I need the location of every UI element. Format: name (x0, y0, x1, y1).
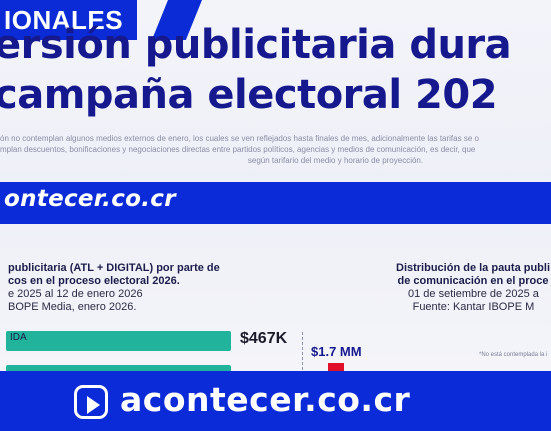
disclaimer-line-3: según tarifario del medio y horario de p… (247, 156, 424, 165)
left-panel-title-line-2: cos en el proceso electoral 2026. (8, 275, 180, 287)
left-panel-sub-line-1: e 2025 al 12 de enero 2026 (8, 288, 143, 300)
left-panel-title: publicitaria (ATL + DIGITAL) por parte d… (8, 262, 220, 288)
brand-band-text: ontecer.co.cr (4, 186, 176, 212)
left-panel-title-line-1: publicitaria (ATL + DIGITAL) por parte d… (8, 262, 220, 274)
right-panel-title-line-2: de comunicación en el proce (397, 275, 549, 287)
right-panel-title: Distribución de la pauta publi de comuni… (396, 262, 550, 288)
right-panel-sub-line-2: Fuente: Kantar IBOPE M (412, 301, 535, 313)
panel-divider (302, 332, 303, 370)
brand-band: ontecer.co.cr (0, 182, 551, 224)
right-panel-subtitle: 01 de setiembre de 2025 a Fuente: Kantar… (408, 288, 539, 314)
red-bar-mark (328, 363, 344, 371)
play-logo-icon (74, 385, 108, 419)
lower-third-text: acontecer.co.cr (120, 380, 411, 419)
headline-line-1: ersión publicitaria dura (0, 22, 512, 68)
right-panel-title-line-1: Distribución de la pauta publi (396, 262, 551, 274)
disclaimer-line-1: ón no contemplan algunos medios externos… (0, 134, 479, 143)
section-tag: IONALES (0, 0, 138, 40)
left-panel-subtitle: e 2025 al 12 de enero 2026 BOPE Media, e… (8, 288, 143, 314)
disclaimer-line-2: mplan descuentos, bonificaciones y negoc… (0, 145, 476, 154)
bar-label: IDA (10, 332, 27, 343)
play-triangle-icon (87, 396, 100, 414)
bar-primary (6, 331, 231, 351)
bar-value: $467K (240, 330, 288, 347)
right-panel-sub-line-1: 01 de setiembre de 2025 a (408, 288, 539, 300)
headline-line-2: campaña electoral 202 (0, 72, 498, 118)
disclaimer: ón no contemplan algunos medios externos… (0, 133, 551, 166)
footnote: *No está contemplada la i (479, 352, 548, 358)
left-panel-sub-line-2: BOPE Media, enero 2026. (8, 301, 137, 313)
total-value: $1.7 MM (311, 344, 362, 359)
